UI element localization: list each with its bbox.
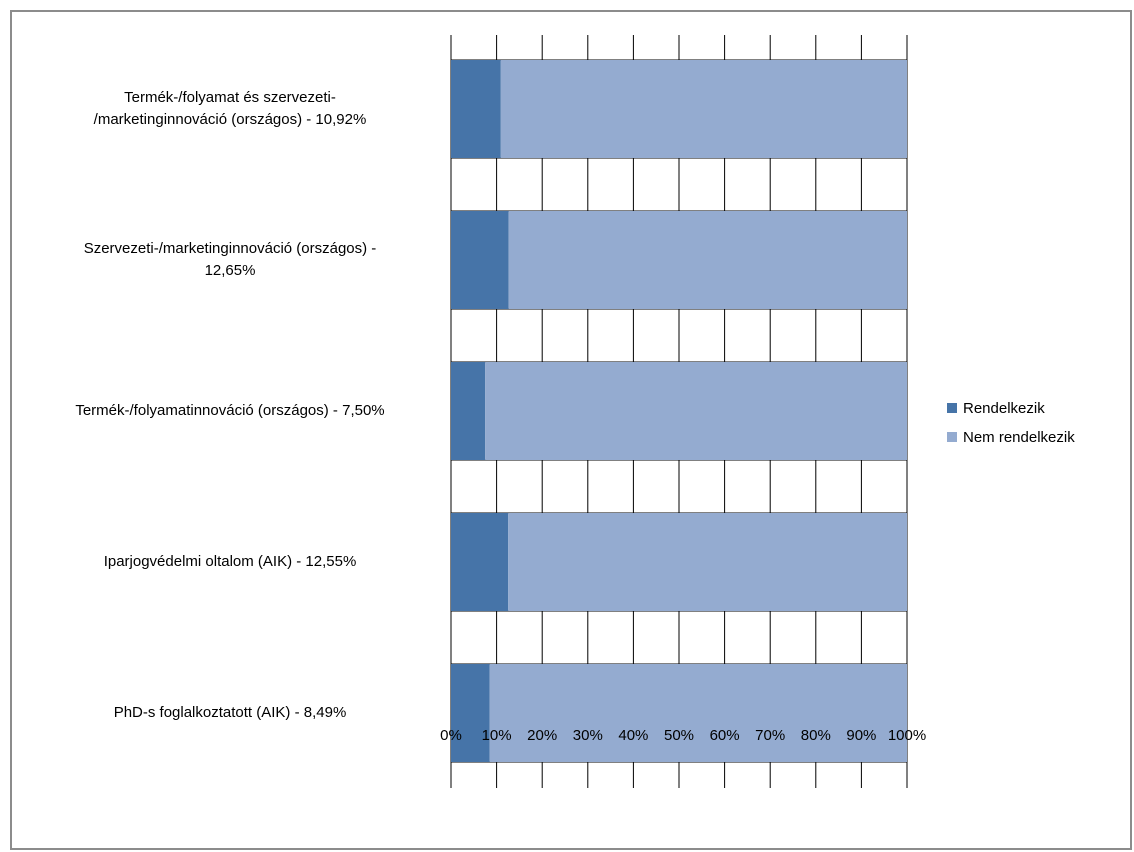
x-tick-label: 80% (800, 727, 831, 744)
bar-rendelkezik (451, 60, 501, 158)
x-tick-label: 70% (755, 727, 786, 744)
x-tick-label: 40% (618, 727, 649, 744)
x-tick-label: 0% (440, 727, 462, 744)
x-tick-label: 10% (481, 727, 512, 744)
bar-nem-rendelkezik (485, 362, 907, 460)
category-label: PhD-s foglalkoztatott (AIK) - 8,49% (113, 704, 347, 721)
legend: Rendelkezik Nem rendelkezik (947, 398, 1075, 456)
category-label: Termék-/folyamatinnováció (országos) - 7… (75, 402, 385, 419)
bar-nem-rendelkezik (500, 60, 907, 158)
bar-nem-rendelkezik (489, 664, 907, 762)
x-tick-label: 30% (572, 727, 603, 744)
legend-swatch (947, 432, 957, 442)
bar-nem-rendelkezik (508, 211, 907, 309)
bar-nem-rendelkezik (508, 513, 907, 611)
category-label: Szervezeti-/marketinginnováció (országos… (83, 240, 377, 279)
bar-rendelkezik (451, 211, 509, 309)
bar-rendelkezik (451, 513, 509, 611)
bar-rendelkezik (451, 362, 486, 460)
legend-label: Nem rendelkezik (963, 428, 1075, 446)
legend-item: Nem rendelkezik (947, 427, 1075, 447)
legend-label: Rendelkezik (963, 399, 1045, 417)
x-tick-label: 60% (709, 727, 740, 744)
x-tick-label: 20% (527, 727, 558, 744)
x-tick-label: 100% (887, 727, 927, 744)
bar-rendelkezik (451, 664, 490, 762)
x-tick-label: 50% (663, 727, 695, 744)
category-label: Termék-/folyamat és szervezeti- /marketi… (93, 89, 367, 128)
legend-swatch (947, 403, 957, 413)
x-tick-label: 90% (846, 727, 877, 744)
category-label: Iparjogvédelmi oltalom (AIK) - 12,55% (103, 553, 357, 570)
legend-item: Rendelkezik (947, 398, 1075, 418)
